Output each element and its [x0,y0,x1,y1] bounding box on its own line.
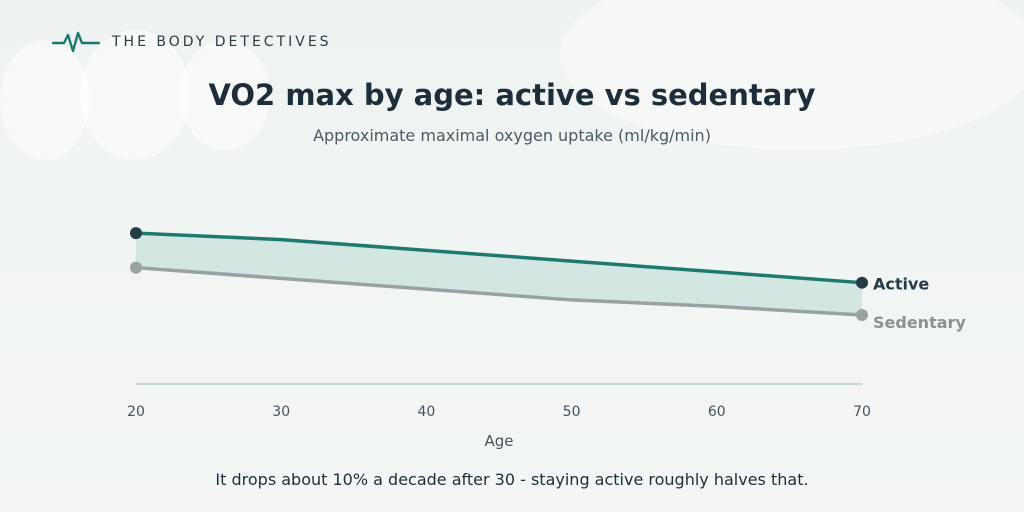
data-point-active-end [856,276,868,289]
x-tick-label: 50 [563,404,581,420]
series-label-sedentary: Sedentary [873,313,966,332]
data-point-active-start [130,227,142,240]
data-point-sedentary-start [130,261,142,274]
x-tick-label: 20 [127,404,145,420]
chart-subtitle: Approximate maximal oxygen uptake (ml/kg… [313,126,711,145]
brand-header: THE BODY DETECTIVES [52,30,332,54]
series-line-sedentary [135,265,863,317]
series-line-active [135,231,863,285]
heartbeat-pulse-icon [52,30,100,54]
brand-name: THE BODY DETECTIVES [112,34,332,50]
x-tick-label: 60 [708,404,726,420]
data-point-sedentary-end [856,309,868,322]
gap-band-area [136,233,862,316]
x-tick-label: 40 [417,404,435,420]
x-axis-title: Age [484,432,513,450]
chart-title: VO2 max by age: active vs sedentary [208,78,816,112]
chart-footnote: It drops about 10% a decade after 30 - s… [215,470,809,489]
series-label-active: Active [873,275,929,294]
x-tick-label: 30 [272,404,290,420]
x-tick-label: 70 [853,404,871,420]
